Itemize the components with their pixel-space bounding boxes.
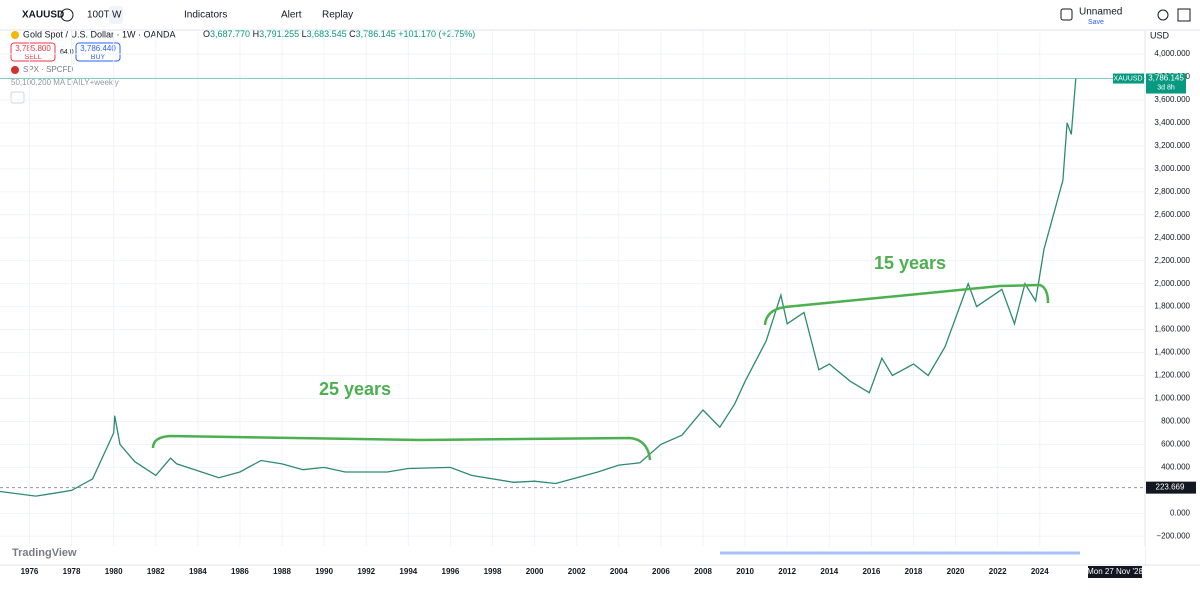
x-tick-label: 2018 — [905, 567, 923, 576]
x-tick-label: 2022 — [989, 567, 1007, 576]
interval-ticks[interactable]: 100T — [87, 10, 110, 21]
y-tick-label: 600.000 — [1161, 440, 1190, 449]
layout-icon — [1060, 8, 1073, 21]
y-tick-label: 0.000 — [1170, 508, 1191, 517]
x-tick-label: 1982 — [147, 567, 165, 576]
y-tick-label: 1,400.000 — [1154, 348, 1190, 357]
x-tick-label: 1998 — [484, 567, 502, 576]
y-tick-label: 1,000.000 — [1154, 394, 1190, 403]
buy-button[interactable] — [75, 42, 121, 62]
add-symbol[interactable] — [60, 8, 74, 22]
alert[interactable]: Alert — [281, 10, 302, 21]
symbol-tag — [1113, 73, 1144, 84]
volume-pane — [0, 546, 1145, 564]
y-tick-label: 3,600.000 — [1154, 95, 1190, 104]
x-tick-label: 1988 — [273, 567, 291, 576]
reference-label: 223.669 — [1156, 483, 1185, 492]
layout-name[interactable]: Unnamed — [1079, 7, 1122, 18]
buy-label: BUY — [91, 54, 106, 61]
ohlc: O3,687.770 H3,791.255 L3,683.545 C3,786.… — [203, 29, 475, 39]
indicators[interactable]: Indicators — [184, 10, 227, 21]
countdown: 3d 8h — [1157, 84, 1175, 91]
save[interactable]: Save — [1088, 19, 1104, 26]
x-tick-label: 1980 — [105, 567, 123, 576]
y-tick-label: 3,200.000 — [1154, 141, 1190, 150]
fullscreen[interactable] — [1177, 8, 1191, 22]
y-tick-label: 4,000.000 — [1154, 49, 1190, 58]
sell-label: SELL — [24, 54, 41, 61]
x-tick-label: 1978 — [63, 567, 81, 576]
interval-bg — [109, 6, 123, 24]
reference-label-bg — [1146, 481, 1196, 494]
logo: TradingView — [12, 547, 77, 559]
x-tick-label: 2004 — [610, 567, 628, 576]
x-tick-label: 2002 — [568, 567, 586, 576]
y-tick-label: 3,400.000 — [1154, 118, 1190, 127]
y-tick-label: −200.000 — [1156, 531, 1190, 540]
sell-button[interactable] — [10, 42, 56, 62]
x-tick-label: 2008 — [694, 567, 712, 576]
x-tick-label: 2016 — [862, 567, 880, 576]
y-tick-label: 2,600.000 — [1154, 210, 1190, 219]
x-tick-label: 2000 — [526, 567, 544, 576]
x-tick-label: 2020 — [947, 567, 965, 576]
legend-title: Gold Spot / U.S. Dollar · 1W · OANDA — [23, 29, 176, 39]
y-tick-label: 1,600.000 — [1154, 325, 1190, 334]
last-price-label: 3,786.145 — [1148, 74, 1184, 83]
bracket-15y — [763, 283, 1050, 326]
annotation: 15 years — [874, 253, 946, 273]
y-tick-label: 400.000 — [1161, 462, 1190, 471]
x-tick-label: 1994 — [399, 567, 417, 576]
x-tick-label: 2012 — [778, 567, 796, 576]
plot — [0, 31, 1145, 565]
replay[interactable]: Replay — [322, 10, 353, 21]
gold-icon — [11, 31, 19, 39]
x-tick-label: 2006 — [652, 567, 670, 576]
x-tick-label: 1986 — [231, 567, 249, 576]
interval[interactable]: W — [112, 10, 122, 21]
toolbar — [0, 0, 1200, 30]
y-tick-label: 2,400.000 — [1154, 233, 1190, 242]
currency: USD — [1150, 30, 1170, 40]
y-tick-label: 2,800.000 — [1154, 187, 1190, 196]
x-tick-label: 1984 — [189, 567, 207, 576]
x-tick-label: 1996 — [442, 567, 460, 576]
ma-legend: 50,100,200 MA DAILY+weekly — [11, 78, 119, 87]
annotation: 25 years — [319, 379, 391, 399]
y-tick-label: 2,200.000 — [1154, 256, 1190, 265]
symbol[interactable]: XAUUSD — [22, 10, 64, 21]
settings[interactable] — [1157, 9, 1169, 21]
buy-price: 3,786.440 — [80, 44, 116, 53]
symbol-tag-label: XAUUSD — [1113, 75, 1142, 82]
x-tick-label: 1990 — [315, 567, 333, 576]
y-tick-label: 800.000 — [1161, 417, 1190, 426]
spx-icon — [11, 66, 19, 74]
x-tick-label: 1976 — [21, 567, 39, 576]
x-tick-label: 2014 — [820, 567, 838, 576]
bracket-25y — [151, 434, 652, 461]
x-tick-label: 1992 — [357, 567, 375, 576]
crosshair-date-bg — [1088, 566, 1142, 578]
sell-price: 3,785.800 — [15, 44, 51, 53]
y-tick-label: 3,000.000 — [1154, 164, 1190, 173]
x-tick-label: 2010 — [736, 567, 754, 576]
overlay: SPX · SPCFD — [23, 65, 73, 74]
y-tick-label: 1,800.000 — [1154, 302, 1190, 311]
last-price-bg — [1146, 73, 1186, 94]
spread: 64.0 — [60, 49, 74, 56]
y-tick-label: 2,000.000 — [1154, 279, 1190, 288]
crosshair-date: Mon 27 Nov '28 — [1087, 567, 1143, 576]
collapse-legend[interactable] — [10, 91, 25, 104]
price-line — [0, 78, 1077, 497]
y-tick-label: 1,200.000 — [1154, 371, 1190, 380]
x-tick-label: 2024 — [1031, 567, 1049, 576]
